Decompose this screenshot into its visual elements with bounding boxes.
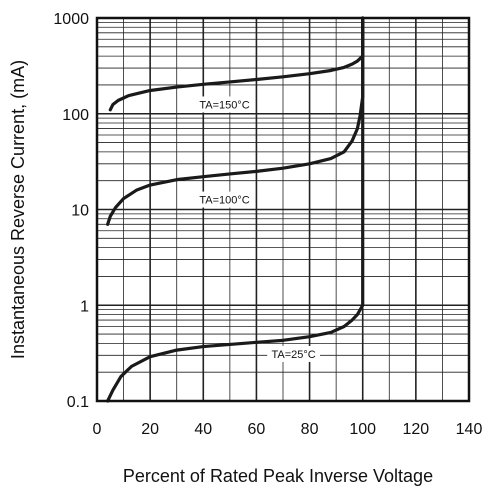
x-tick-label: 80	[301, 421, 319, 438]
series-line	[108, 16, 365, 112]
y-tick-label: 1000	[53, 11, 89, 28]
series-line	[106, 16, 365, 403]
x-tick-label: 140	[456, 421, 483, 438]
y-tick-labels: 0.1 1 10 100 1000	[53, 11, 89, 411]
annotation-backing	[194, 191, 255, 208]
annotation-backing	[267, 345, 321, 362]
curve-label: TA=25°C	[272, 349, 316, 361]
curve-label: TA=150°C	[199, 99, 249, 111]
grid	[97, 18, 469, 401]
x-axis-title: Percent of Rated Peak Inverse Voltage	[123, 466, 433, 486]
y-tick-label: 10	[71, 203, 89, 220]
x-tick-label: 0	[93, 421, 102, 438]
y-tick-label: 1	[80, 298, 89, 315]
y-tick-label: 100	[62, 107, 89, 124]
x-tick-label: 20	[141, 421, 159, 438]
annotations: TA=150°C TA=100°C TA=25°C	[194, 96, 321, 362]
annotation-backing	[194, 96, 255, 113]
curve-label: TA=100°C	[199, 195, 249, 207]
x-tick-label: 120	[403, 421, 430, 438]
x-tick-label: 40	[194, 421, 212, 438]
curves	[106, 16, 365, 403]
series-line	[106, 16, 365, 226]
x-tick-labels: 0 20 40 60 80 100 120 140	[93, 421, 483, 438]
x-tick-label: 100	[349, 421, 376, 438]
x-tick-label: 60	[248, 421, 266, 438]
plot-frame	[95, 16, 471, 403]
y-tick-label: 0.1	[67, 394, 89, 411]
y-axis-title: Instantaneous Reverse Current, (mA)	[8, 60, 28, 359]
